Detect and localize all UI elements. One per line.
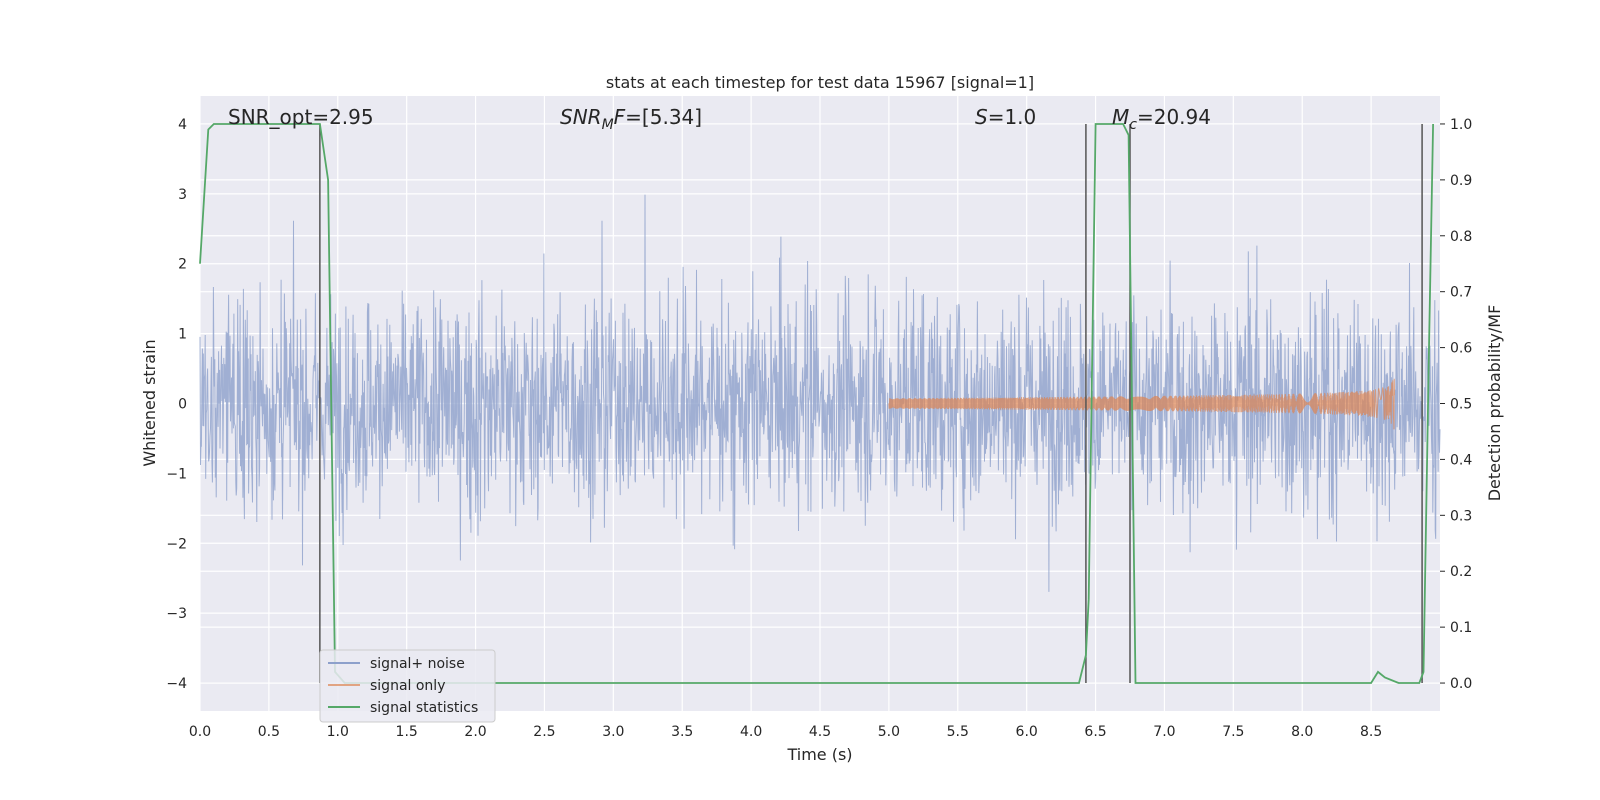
y-tick-label: −4 — [166, 676, 187, 692]
x-tick-label: 8.0 — [1291, 724, 1313, 740]
right-y-tick-label: 1.0 — [1450, 117, 1472, 133]
right-y-tick-label: 0.2 — [1450, 564, 1472, 580]
annotation-snr-mf: SNRMF=[5.34] — [560, 105, 702, 133]
right-y-tick-label: 0.1 — [1450, 620, 1472, 636]
annotation-snr-opt: SNR_opt=2.95 — [228, 105, 374, 129]
series-noise-line — [199, 194, 1441, 592]
right-y-tick-label: 0.7 — [1450, 285, 1472, 301]
y-tick-label: 1 — [178, 327, 187, 343]
x-tick-label: 4.5 — [809, 724, 831, 740]
y-tick-label: 3 — [178, 187, 187, 203]
y-tick-label: 0 — [178, 397, 187, 413]
right-y-axis-ticks: 0.0 0.1 0.2 0.3 0.4 0.5 0.6 0.7 0.8 0.9 1.0 — [1440, 117, 1472, 692]
noise-series-layer — [199, 194, 1441, 592]
y-tick-label: −2 — [166, 536, 187, 552]
annotation-mc: Mc=20.94 — [1112, 105, 1211, 133]
legend: signal+ noise signal only signal statist… — [319, 649, 496, 723]
x-tick-label: 3.0 — [602, 724, 624, 740]
x-tick-label: 0.0 — [189, 724, 211, 740]
x-tick-label: 5.0 — [878, 724, 900, 740]
x-tick-label: 1.5 — [396, 724, 418, 740]
x-tick-label: 8.5 — [1360, 724, 1382, 740]
legend-label-noise: signal+ noise — [370, 656, 465, 672]
y-axis-label: Whitened strain — [140, 339, 159, 466]
series-statistics-line — [199, 123, 1434, 684]
right-y-tick-label: 0.4 — [1450, 452, 1472, 468]
signal-only-series-layer — [888, 378, 1395, 430]
x-tick-label: 5.5 — [947, 724, 969, 740]
x-tick-label: 2.5 — [533, 724, 555, 740]
right-y-tick-label: 0.6 — [1450, 341, 1472, 357]
series-signal-line — [888, 378, 1395, 430]
right-y-tick-label: 0.8 — [1450, 229, 1472, 245]
right-y-tick-label: 0.9 — [1450, 173, 1472, 189]
legend-box — [319, 649, 496, 723]
signal-statistics-series-layer — [199, 123, 1434, 684]
legend-label-stats: signal statistics — [370, 700, 478, 716]
y-tick-label: 4 — [178, 117, 187, 133]
y-tick-label: −3 — [166, 606, 187, 622]
y-tick-label: −1 — [166, 466, 187, 482]
right-y-tick-label: 0.5 — [1450, 397, 1472, 413]
x-tick-label: 1.0 — [327, 724, 349, 740]
right-y-tick-label: 0.0 — [1450, 676, 1472, 692]
x-tick-label: 4.0 — [740, 724, 762, 740]
x-tick-label: 6.0 — [1016, 724, 1038, 740]
chart-title: stats at each timestep for test data 159… — [606, 73, 1034, 92]
y-axis-ticks: −4 −3 −2 −1 0 1 2 3 4 — [166, 117, 187, 692]
right-y-axis-label: Detection probability/MF — [1485, 305, 1504, 502]
x-tick-label: 3.5 — [671, 724, 693, 740]
annotation-s: S=1.0 — [975, 105, 1036, 129]
x-tick-label: 7.0 — [1153, 724, 1175, 740]
x-axis-ticks: 0.0 0.5 1.0 1.5 2.0 2.5 3.0 3.5 4.0 4.5 5.0 5.5 6.0 6… — [189, 724, 1382, 740]
right-y-tick-label: 0.3 — [1450, 508, 1472, 524]
x-tick-label: 2.0 — [464, 724, 486, 740]
x-axis-label: Time (s) — [786, 745, 852, 764]
y-tick-label: 2 — [178, 257, 187, 273]
legend-label-signal: signal only — [370, 678, 445, 694]
x-tick-label: 0.5 — [258, 724, 280, 740]
x-tick-label: 7.5 — [1222, 724, 1244, 740]
x-tick-label: 6.5 — [1084, 724, 1106, 740]
